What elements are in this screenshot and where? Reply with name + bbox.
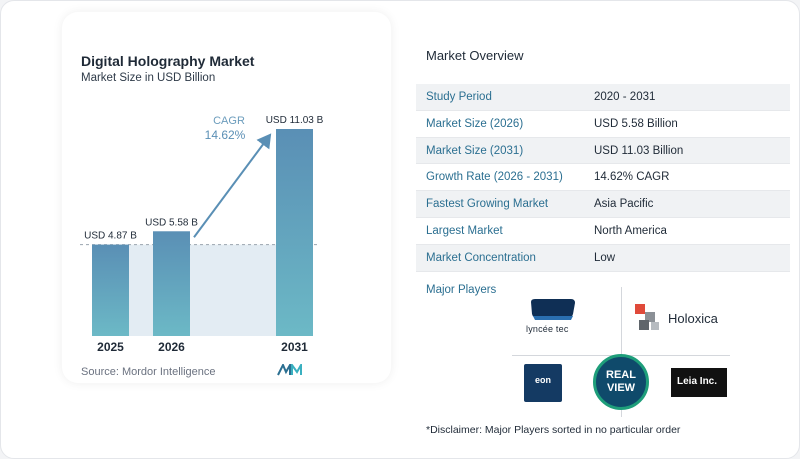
bar-2025 (92, 244, 129, 336)
overview-value: 2020 - 2031 (594, 91, 656, 103)
bar-2026 (153, 231, 190, 336)
x-tick-label: 2026 (158, 340, 185, 354)
x-tick-label: 2031 (281, 340, 308, 354)
overview-value: Low (594, 251, 616, 264)
overview-value: Asia Pacific (594, 198, 654, 211)
overview-label: Market Size (2031) (426, 144, 524, 157)
bar-value-label: USD 5.58 B (145, 217, 198, 228)
overview-value: USD 5.58 Billion (594, 117, 678, 130)
overview-row: Study Period 2020 - 2031 (416, 84, 790, 111)
bar-value-label: USD 11.03 B (266, 115, 324, 126)
lyncee-name: lyncée tec (526, 324, 569, 334)
overview-title: Market Overview (426, 48, 524, 63)
realview-logo: REAL VIEW (593, 354, 649, 410)
overview-label: Market Concentration (426, 251, 536, 264)
lyncee-logo-icon (531, 299, 575, 320)
leia-name: Leia Inc. (677, 376, 718, 387)
overview-value: North America (594, 224, 667, 237)
overview-label: Growth Rate (2026 - 2031) (426, 171, 563, 184)
source-text: Source: Mordor Intelligence (81, 366, 216, 378)
mordor-logo-icon (277, 364, 302, 376)
chart-subtitle: Market Size in USD Billion (81, 72, 216, 84)
overview-value: 14.62% CAGR (594, 171, 670, 184)
eon-logo: eon (524, 364, 562, 402)
cagr-arrow (193, 133, 272, 238)
holoxica-logo-icon (635, 304, 659, 330)
major-players-title: Major Players (426, 284, 497, 296)
x-tick-label: 2025 (97, 340, 124, 354)
realview-text-2: VIEW (606, 382, 636, 394)
disclaimer-text: *Disclaimer: Major Players sorted in no … (426, 424, 681, 436)
overview-label: Market Size (2026) (426, 117, 524, 130)
overview-table: Study Period 2020 - 2031 Market Size (202… (416, 84, 790, 272)
overview-row: Fastest Growing Market Asia Pacific (416, 191, 790, 218)
leia-logo: Leia Inc. (671, 368, 727, 397)
overview-row: Market Concentration Low (416, 244, 790, 272)
overview-value: USD 11.03 Billion (594, 144, 684, 157)
overview-row: Growth Rate (2026 - 2031) 14.62% CAGR (416, 164, 790, 192)
overview-label: Study Period (426, 91, 492, 103)
bar-2031 (276, 129, 313, 336)
realview-text-1: REAL (606, 369, 636, 381)
overview-row: Market Size (2031) USD 11.03 Billion (416, 137, 790, 165)
cagr-label: CAGR (213, 115, 245, 127)
bar-value-label: USD 4.87 B (84, 231, 137, 242)
overview-row: Largest Market North America (416, 218, 790, 245)
players-divider-vertical (621, 287, 622, 417)
eon-name: eon (535, 375, 552, 385)
chart-title: Digital Holography Market (81, 53, 255, 69)
overview-label: Fastest Growing Market (426, 198, 549, 211)
overview-row: Market Size (2026) USD 5.58 Billion (416, 111, 790, 138)
cagr-value: 14.62% (205, 128, 246, 142)
holoxica-name: Holoxica (668, 311, 718, 326)
overview-label: Largest Market (426, 224, 503, 237)
